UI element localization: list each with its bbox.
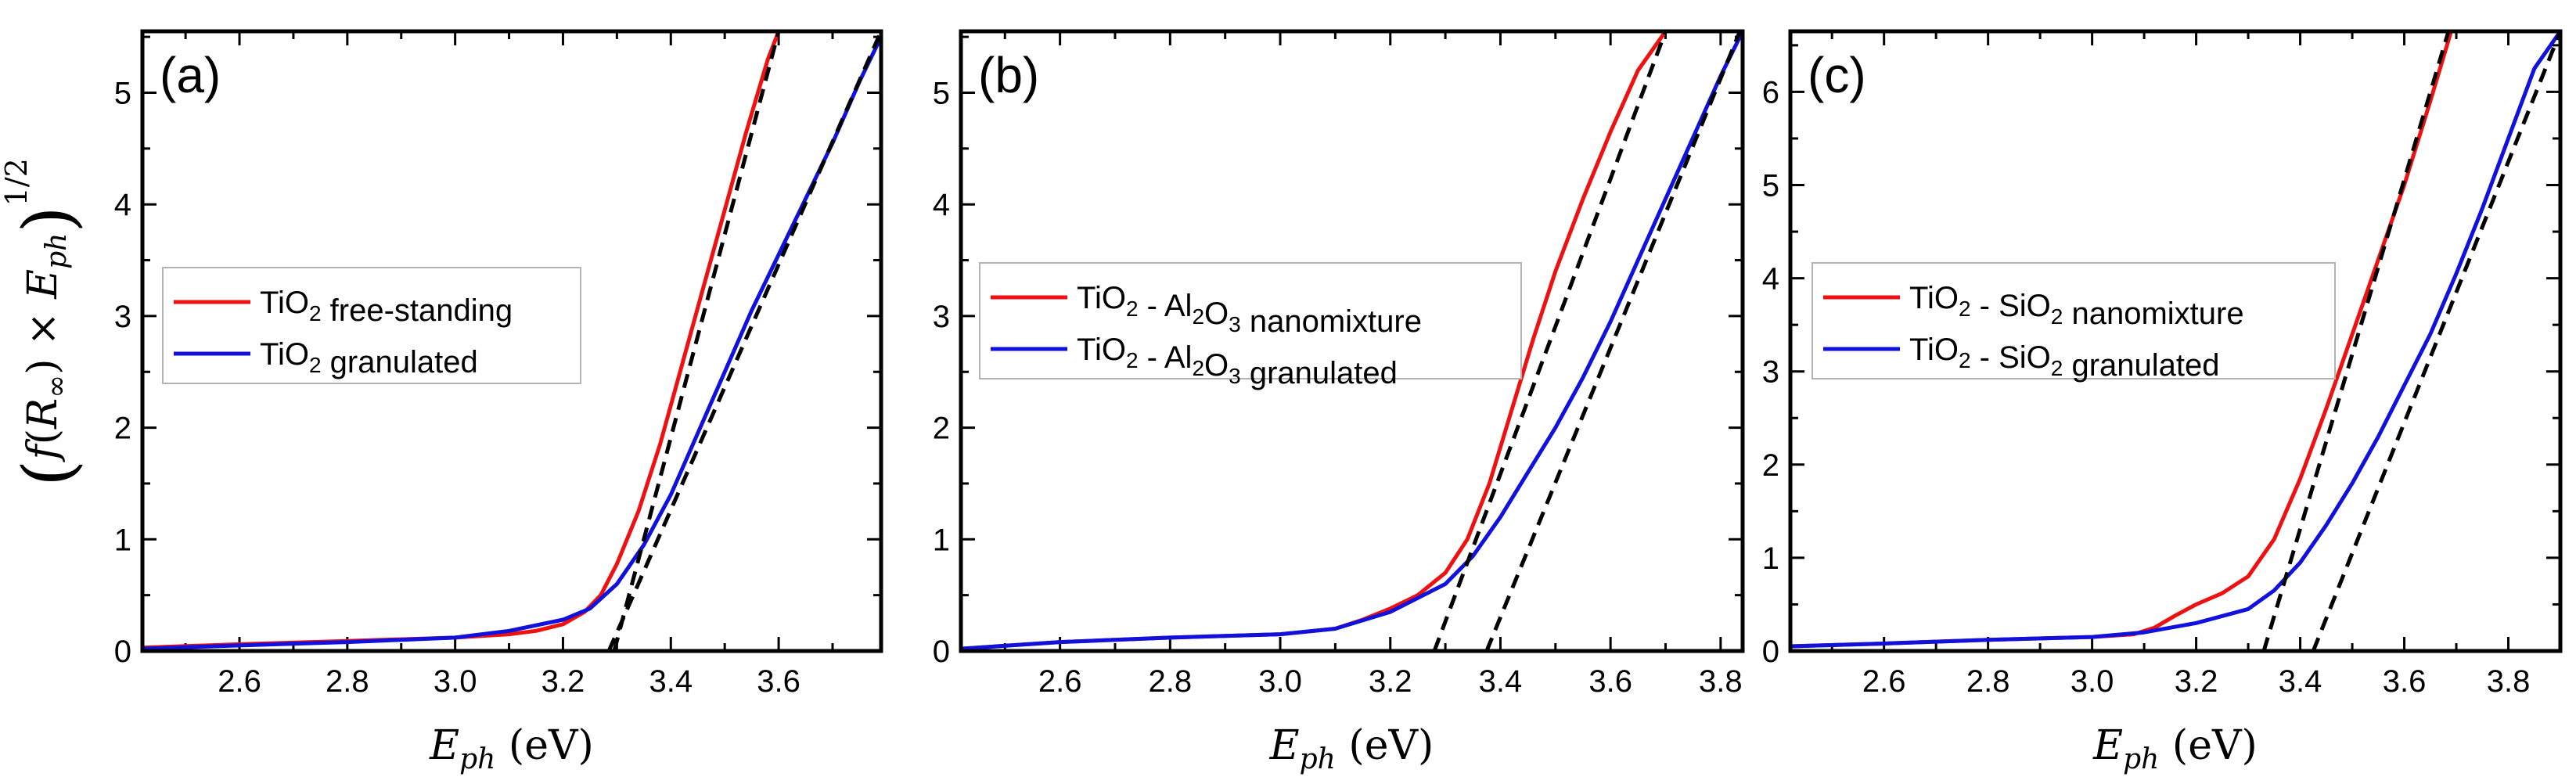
y-axis-title-open: ( bbox=[8, 460, 88, 487]
x-tick-label: 3.0 bbox=[1258, 664, 1302, 699]
x-tick-label: 3.8 bbox=[2487, 664, 2531, 699]
y-axis-title-paren-left: ( bbox=[20, 429, 67, 444]
x-tick-label: 3.2 bbox=[2175, 664, 2218, 699]
x-axis-title: Eph (eV) bbox=[2092, 722, 2258, 775]
fit-line-1 bbox=[1432, 31, 1668, 651]
y-tick-label: 6 bbox=[1762, 75, 1779, 110]
plot-frame bbox=[1788, 29, 2563, 653]
legend-box bbox=[162, 267, 581, 384]
y-tick-label: 2 bbox=[114, 412, 131, 446]
legend-entry: TiO2 - SiO2 nanomixture bbox=[1909, 281, 2244, 331]
x-tick-label: 3.2 bbox=[541, 664, 585, 699]
y-tick-label: 3 bbox=[933, 300, 950, 334]
x-axis-title: Eph (eV) bbox=[429, 722, 594, 775]
x-tick-label: 2.6 bbox=[218, 664, 261, 699]
y-axis-title-exponent: 1/2 bbox=[0, 158, 34, 206]
panel-label: (b) bbox=[978, 47, 1039, 103]
x-axis-title: Eph (eV) bbox=[1269, 722, 1434, 775]
y-axis-title-e: E bbox=[20, 269, 67, 300]
y-tick-label: 5 bbox=[933, 76, 950, 110]
y-tick-label: 2 bbox=[1762, 448, 1779, 483]
x-tick-label: 3.0 bbox=[434, 664, 477, 699]
fit-line-1 bbox=[612, 31, 781, 651]
y-axis-title-close: ) bbox=[8, 206, 88, 232]
fit-line-2 bbox=[1484, 31, 1742, 651]
panel-a: 2.6 2.8 3.0 3.2 3.4 3.6 0 1 2 3 4 5 (a) TiO2 free-sta… bbox=[114, 29, 883, 775]
plot-area bbox=[961, 31, 1743, 651]
y-axis-title-times: × bbox=[20, 299, 67, 359]
y-tick-label: 3 bbox=[114, 300, 131, 334]
x-tick-label: 3.4 bbox=[2279, 664, 2322, 699]
svg-text:(f(R∞) × Eph)1/2: (f(R∞) × Eph)1/2 bbox=[0, 158, 88, 487]
legend: TiO2 free-standing TiO2 granulated bbox=[162, 267, 581, 384]
y-tick-label: 1 bbox=[933, 523, 950, 557]
y-axis-title-paren-right: ) bbox=[20, 359, 67, 375]
y-axis-title-subscript: ph bbox=[41, 233, 73, 269]
x-tick-label: 3.6 bbox=[1588, 664, 1632, 699]
x-tick-label: 2.6 bbox=[1862, 664, 1906, 699]
series-line-blue bbox=[1790, 31, 2560, 649]
panel-b: 2.6 2.8 3.0 3.2 3.4 3.6 3.8 0 1 2 3 4 5 (b) TiO2 - Al2… bbox=[933, 29, 1745, 775]
y-tick-label: 5 bbox=[1762, 169, 1779, 203]
y-axis-title: (f(R∞) × Eph)1/2 bbox=[0, 158, 88, 487]
x-tick-label: 3.2 bbox=[1369, 664, 1412, 699]
fit-line-2 bbox=[2311, 31, 2560, 651]
x-tick-label: 3.6 bbox=[757, 664, 801, 699]
y-tick-label: 2 bbox=[933, 412, 950, 446]
x-tick-label: 2.8 bbox=[326, 664, 369, 699]
series-line-blue bbox=[961, 31, 1743, 651]
y-axis-title-infinity: ∞ bbox=[41, 375, 73, 398]
plot-area bbox=[1790, 31, 2560, 651]
x-tick-label: 3.4 bbox=[1479, 664, 1523, 699]
x-tick-label: 2.8 bbox=[1149, 664, 1193, 699]
plot-area bbox=[142, 31, 881, 651]
y-tick-label: 4 bbox=[1762, 262, 1779, 297]
x-tick-label: 3.0 bbox=[2071, 664, 2114, 699]
plot-frame bbox=[959, 29, 1745, 653]
legend-entry: TiO2 free-standing bbox=[260, 286, 513, 328]
y-tick-label: 5 bbox=[114, 76, 131, 110]
y-tick-label: 3 bbox=[1762, 355, 1779, 390]
y-tick-label: 4 bbox=[114, 188, 131, 222]
panel-label: (c) bbox=[1808, 47, 1866, 103]
y-tick-label: 1 bbox=[1762, 541, 1779, 576]
fit-line-2 bbox=[606, 31, 881, 651]
legend-entry: TiO2 granulated bbox=[260, 337, 478, 379]
y-axis-title-r: R bbox=[20, 398, 67, 430]
legend-box bbox=[979, 262, 1522, 379]
legend-entry: TiO2 - Al2O3 nanomixture bbox=[1077, 281, 1422, 339]
y-tick-label: 4 bbox=[933, 188, 950, 222]
legend-entry: TiO2 - SiO2 granulated bbox=[1909, 333, 2220, 383]
plot-frame bbox=[140, 29, 883, 653]
y-tick-label: 0 bbox=[933, 635, 950, 669]
panel-c: 2.6 2.8 3.0 3.2 3.4 3.6 3.8 0 1 2 3 4 5 6 (c) TiO2 - Si… bbox=[1762, 29, 2563, 775]
fit-line-1 bbox=[2261, 31, 2451, 651]
x-tick-label: 2.8 bbox=[1966, 664, 2010, 699]
x-tick-label: 3.4 bbox=[649, 664, 693, 699]
x-tick-label: 3.8 bbox=[1699, 664, 1743, 699]
y-tick-label: 1 bbox=[114, 523, 131, 557]
y-tick-label: 0 bbox=[1762, 635, 1779, 669]
panel-label: (a) bbox=[160, 47, 221, 103]
legend-box bbox=[1811, 262, 2336, 379]
x-tick-label: 2.6 bbox=[1038, 664, 1082, 699]
legend-entry: TiO2 - Al2O3 granulated bbox=[1077, 333, 1398, 390]
y-tick-label: 0 bbox=[114, 635, 131, 669]
x-tick-label: 3.6 bbox=[2383, 664, 2427, 699]
